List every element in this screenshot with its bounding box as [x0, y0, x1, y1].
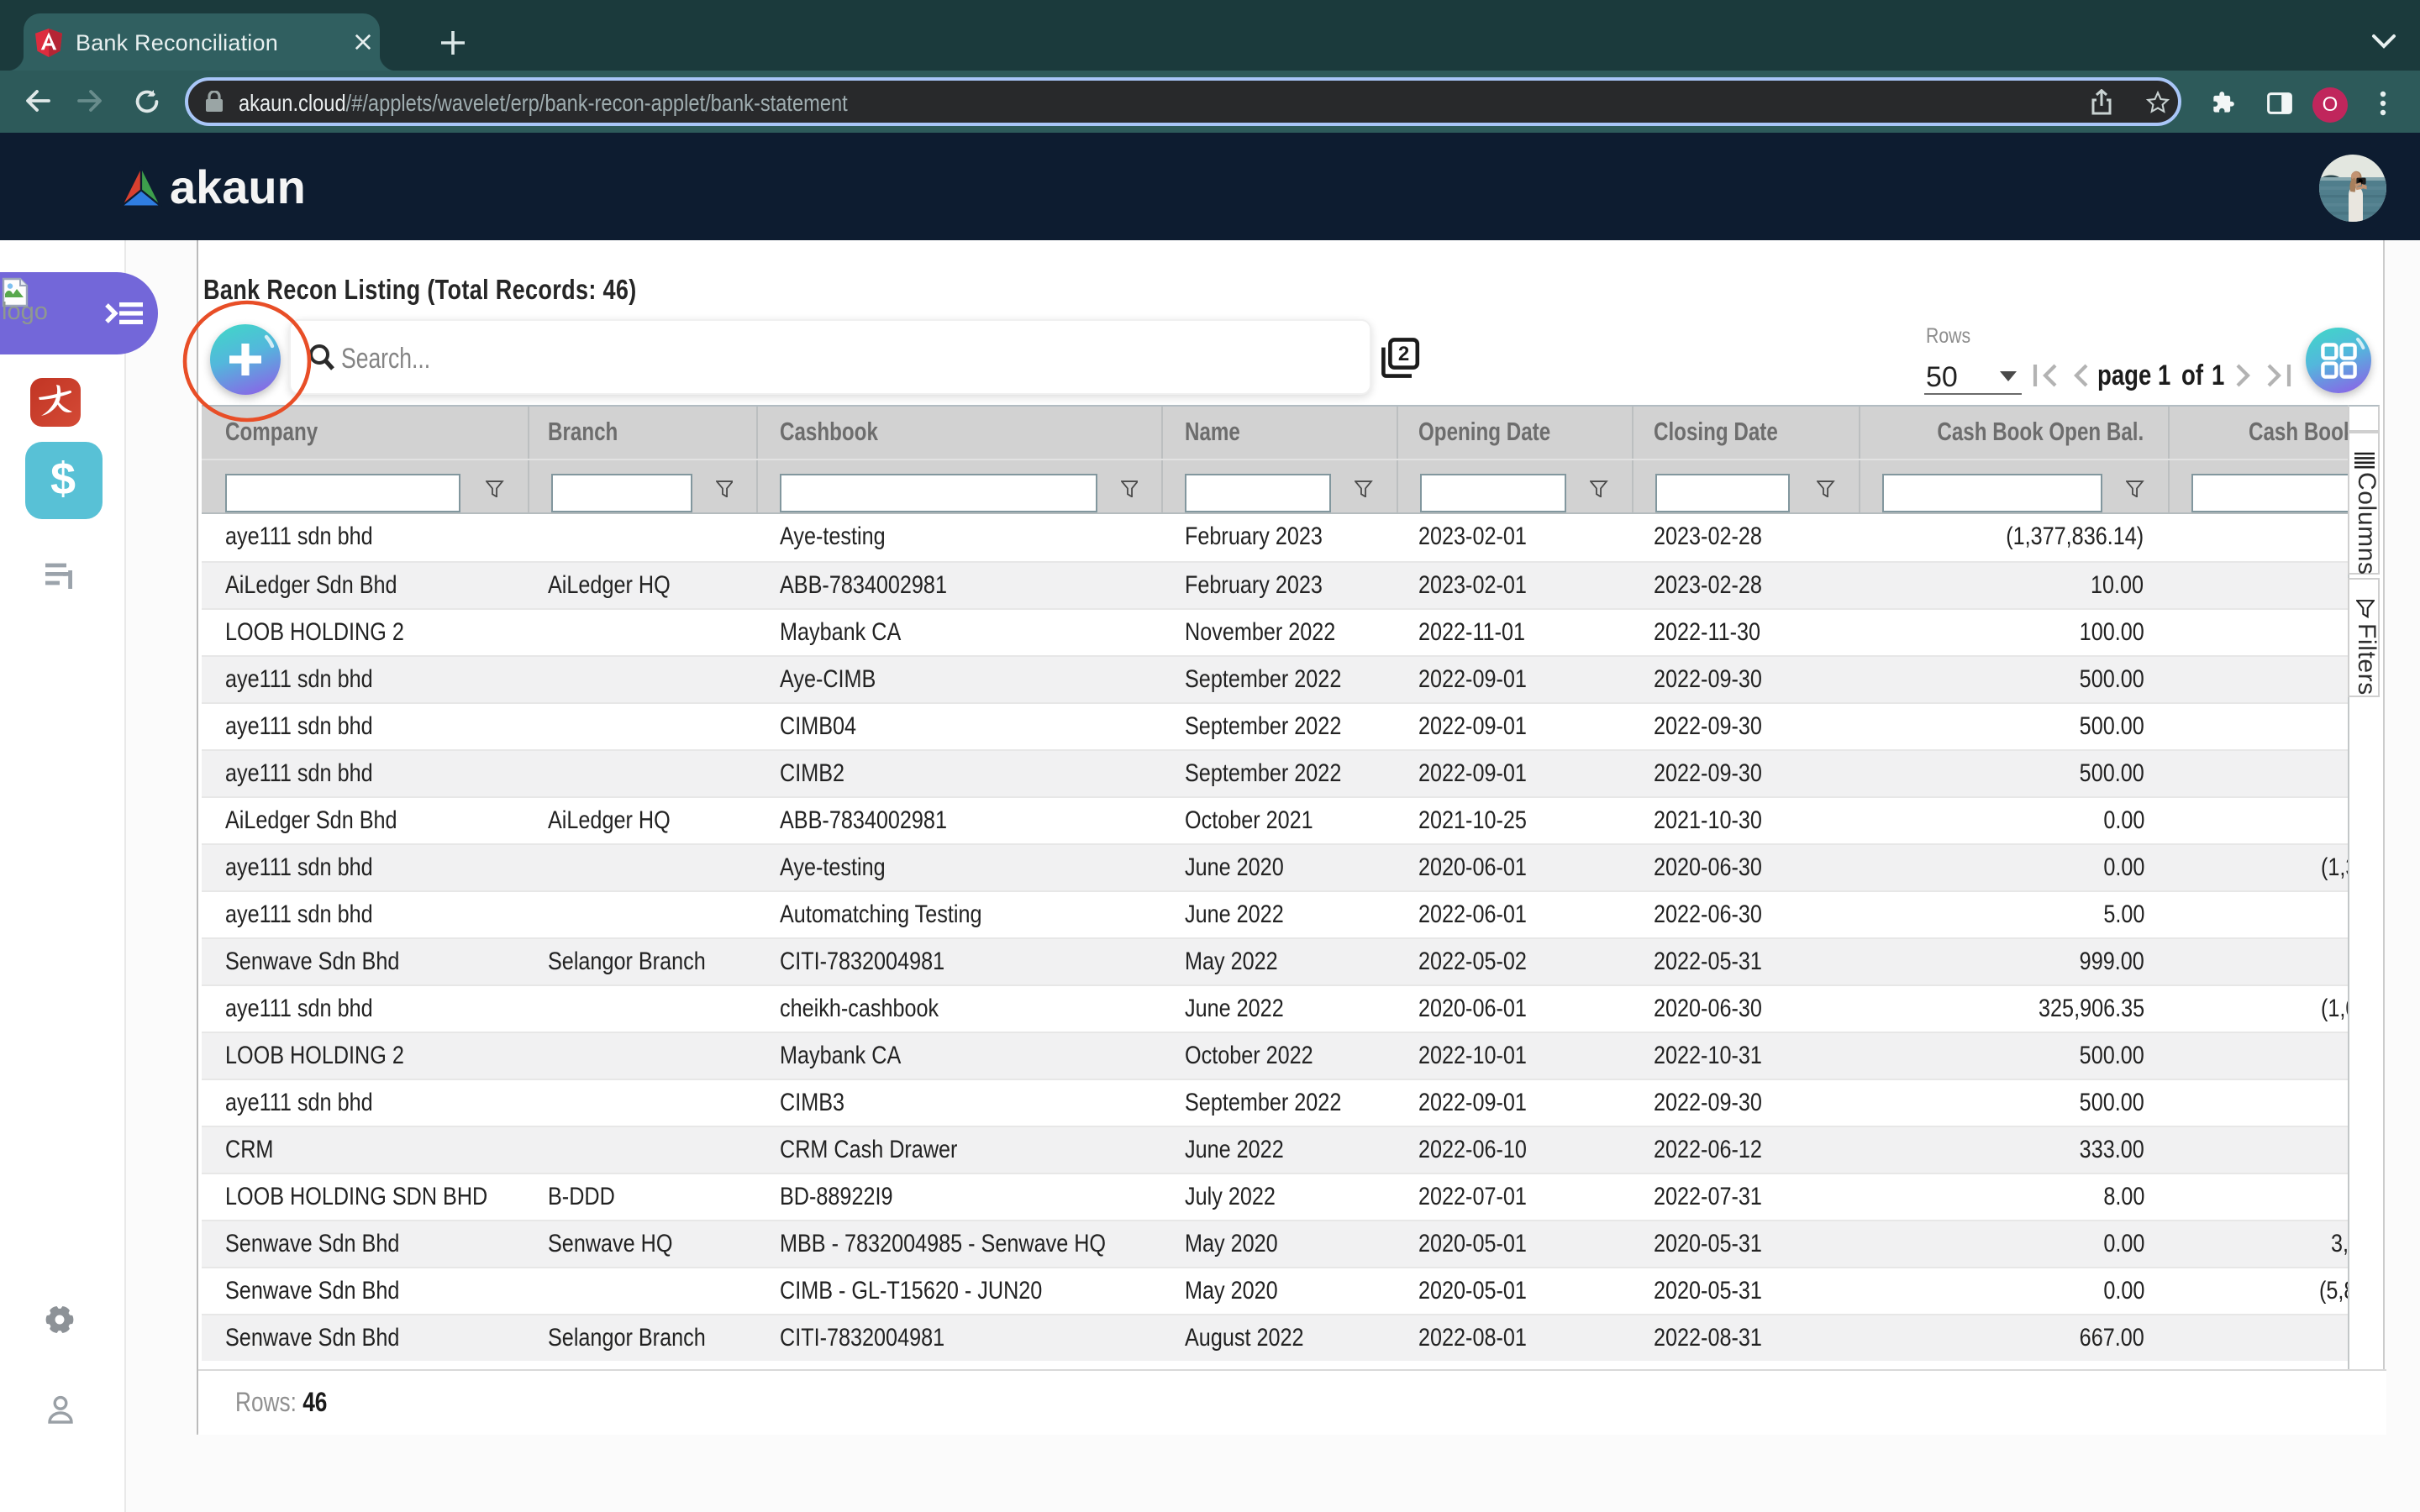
svg-text:2: 2: [1397, 342, 1408, 365]
